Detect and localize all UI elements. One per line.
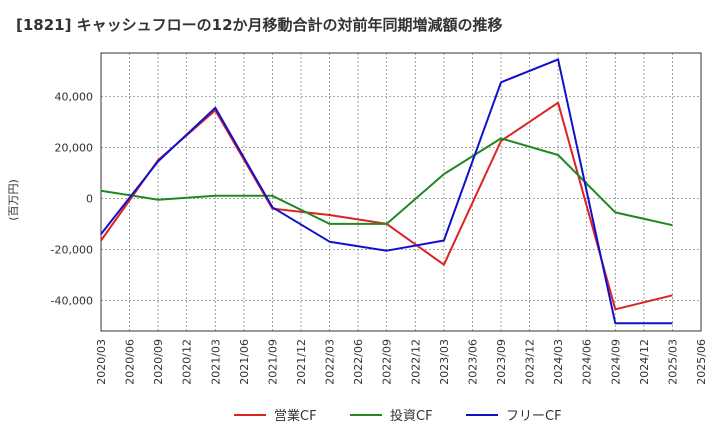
y-tick-label: -40,000 — [51, 294, 93, 307]
x-tick-label: 2022/12 — [409, 339, 422, 385]
plot-frame — [100, 52, 702, 332]
series-lines — [100, 58, 673, 325]
x-ticks: 2020/03 2020/06 2020/09 2020/12 2021/03 2021/… — [95, 339, 708, 385]
series-line-2 — [100, 58, 673, 325]
x-tick-label: 2020/06 — [124, 339, 137, 385]
series-line-1 — [100, 137, 673, 227]
y-tick-label: 0 — [86, 192, 93, 205]
x-tick-label: 2024/12 — [638, 339, 651, 385]
x-tick-label: 2021/06 — [238, 339, 251, 385]
y-tick-label: 20,000 — [55, 141, 94, 154]
x-tick-label: 2022/03 — [324, 339, 337, 385]
chart-title: [1821] キャッシュフローの12か月移動合計の対前年同期増減額の推移 — [16, 16, 503, 34]
x-tick-label: 2020/09 — [152, 339, 165, 385]
grid — [100, 52, 702, 332]
legend: 営業CF 投資CF フリーCF — [234, 408, 562, 424]
y-axis-label: (百万円) — [7, 179, 20, 221]
x-tick-label: 2023/06 — [466, 339, 479, 385]
x-tick-label: 2020/03 — [95, 339, 108, 385]
plot-background — [101, 53, 701, 331]
x-tick-label: 2025/06 — [695, 339, 708, 385]
x-tick-label: 2021/03 — [209, 339, 222, 385]
x-tick-label: 2020/12 — [181, 339, 194, 385]
x-tick-label: 2021/09 — [266, 339, 279, 385]
x-tick-label: 2025/03 — [666, 339, 679, 385]
x-tick-label: 2024/09 — [609, 339, 622, 385]
x-tick-label: 2022/06 — [352, 339, 365, 385]
x-tick-label: 2023/09 — [495, 339, 508, 385]
x-tick-label: 2022/09 — [381, 339, 394, 385]
x-tick-label: 2023/03 — [438, 339, 451, 385]
y-tick-label: 40,000 — [55, 90, 94, 103]
legend-label-2: フリーCF — [506, 409, 562, 424]
legend-label-0: 営業CF — [274, 408, 317, 424]
x-tick-label: 2021/12 — [295, 339, 308, 385]
x-tick-label: 2023/12 — [524, 339, 537, 385]
legend-label-1: 投資CF — [390, 408, 433, 424]
y-ticks: -40,000 -20,000 0 20,000 40,000 — [51, 90, 93, 307]
plot-area — [101, 53, 701, 331]
x-tick-label: 2024/03 — [552, 339, 565, 385]
x-tick-label: 2024/06 — [581, 339, 594, 385]
y-tick-label: -20,000 — [51, 243, 93, 256]
